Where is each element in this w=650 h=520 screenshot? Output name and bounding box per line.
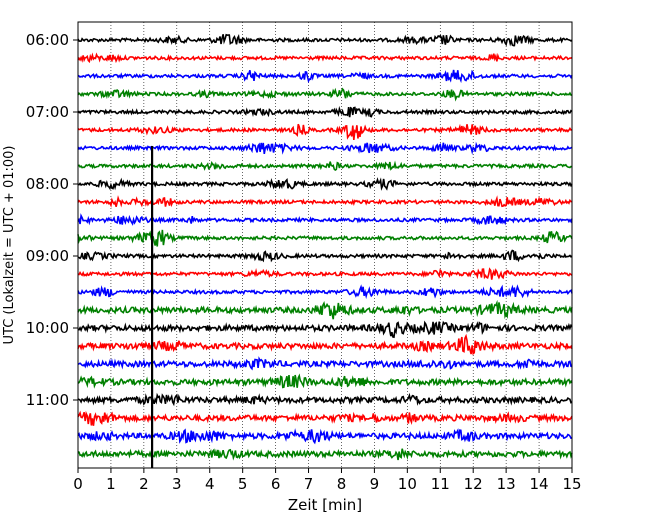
y-tick-label: 06:00	[26, 31, 69, 49]
y-axis-label: UTC (Lokalzeit = UTC + 01:00)	[2, 146, 17, 345]
x-tick-label: 12	[464, 475, 483, 493]
trace-1000	[77, 320, 573, 339]
x-tick-label: 14	[530, 475, 549, 493]
trace-1045	[77, 373, 573, 389]
x-tick-label: 6	[271, 475, 281, 493]
y-tick-label: 11:00	[26, 391, 69, 409]
plot-frame	[77, 21, 573, 469]
trace-1115	[77, 410, 573, 426]
trace-1145	[77, 448, 573, 461]
x-tick-label: 15	[562, 475, 581, 493]
trace-1130	[77, 428, 573, 445]
x-tick-label: 3	[172, 475, 182, 493]
y-axis-ticks: 06:00 07:00 08:00 09:00 10:00 11:00	[26, 31, 78, 409]
y-tick-label: 07:00	[26, 103, 69, 121]
x-tick-label: 4	[205, 475, 215, 493]
y-tick-label: 09:00	[26, 247, 69, 265]
trace-0945	[77, 299, 573, 320]
x-tick-label: 2	[139, 475, 149, 493]
x-tick-label: 7	[304, 475, 314, 493]
trace-0745	[77, 160, 573, 171]
x-tick-label: 0	[73, 475, 83, 493]
x-tick-label: 8	[337, 475, 347, 493]
trace-0915	[77, 267, 573, 280]
trace-0715	[77, 123, 573, 141]
trace-1015	[77, 333, 573, 356]
y-tick-label: 10:00	[26, 319, 69, 337]
x-tick-label: 5	[238, 475, 248, 493]
x-tick-label: 13	[497, 475, 516, 493]
x-tick-label: 11	[431, 475, 450, 493]
trace-0815	[77, 195, 573, 208]
trace-0600	[77, 33, 573, 47]
trace-0630	[77, 69, 573, 84]
x-tick-label: 9	[370, 475, 380, 493]
trace-0730	[77, 141, 573, 155]
trace-0615	[77, 52, 573, 64]
x-axis-label: Zeit [min]	[288, 496, 362, 514]
trace-0700	[77, 105, 573, 118]
trace-0845	[77, 229, 573, 247]
trace-0830	[77, 213, 573, 226]
trace-1100	[77, 392, 573, 407]
x-tick-label: 1	[106, 475, 116, 493]
trace-0930	[77, 284, 573, 300]
seismic-traces	[77, 33, 573, 461]
y-tick-label: 08:00	[26, 175, 69, 193]
trace-1030	[77, 356, 573, 371]
x-axis-ticks: 0 1 2 3 4 5 6 7 8 9 10 11 12 13 14 15	[73, 468, 582, 493]
vertical-gridlines	[110, 22, 540, 468]
x-tick-label: 10	[398, 475, 417, 493]
trace-0900	[77, 249, 573, 263]
trace-0800	[77, 177, 573, 191]
trace-0645	[77, 87, 573, 102]
